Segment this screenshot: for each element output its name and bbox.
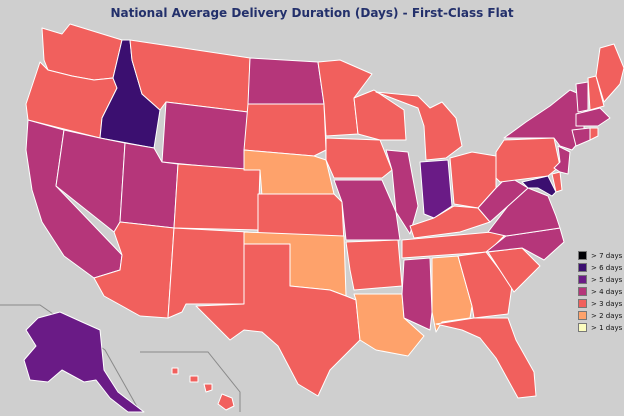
state-RI[interactable] (589, 127, 599, 141)
state-MO[interactable] (333, 179, 401, 241)
state-AR[interactable] (345, 239, 403, 291)
state-MS[interactable] (401, 257, 433, 331)
state-WI[interactable] (353, 89, 407, 141)
legend-item: > 1 days (578, 322, 624, 333)
legend-item: > 6 days (578, 262, 624, 273)
state-HI-kauai[interactable] (171, 367, 179, 375)
state-IN[interactable] (419, 159, 453, 219)
legend-item: > 7 days (578, 250, 624, 261)
legend-label: > 6 days (591, 263, 623, 272)
state-IA[interactable] (325, 137, 393, 179)
legend-label: > 4 days (591, 287, 623, 296)
state-TX[interactable] (195, 243, 361, 397)
state-PA[interactable] (495, 137, 561, 183)
state-MA[interactable] (575, 107, 611, 127)
legend-label: > 1 days (591, 323, 623, 332)
legend-swatch (578, 311, 587, 320)
state-NJ[interactable] (553, 145, 571, 175)
state-DE[interactable] (551, 171, 563, 193)
state-CO[interactable] (173, 163, 261, 231)
state-IL[interactable] (385, 149, 419, 235)
legend-swatch (578, 275, 587, 284)
state-MI[interactable] (375, 91, 463, 161)
legend-item: > 5 days (578, 274, 624, 285)
legend-item: > 4 days (578, 286, 624, 297)
state-AK[interactable] (23, 311, 145, 413)
state-HI-maui[interactable] (203, 383, 213, 393)
state-VT[interactable] (575, 81, 589, 113)
map-title: National Average Delivery Duration (Days… (110, 6, 514, 20)
legend-item: > 2 days (578, 310, 624, 321)
state-HI-main[interactable] (217, 393, 235, 411)
legend-swatch (578, 323, 587, 332)
legend-item: > 3 days (578, 298, 624, 309)
state-SD[interactable] (243, 103, 327, 157)
legend-swatch (578, 251, 587, 260)
state-MD[interactable] (521, 175, 557, 197)
legend-label: > 7 days (591, 251, 623, 260)
legend-label: > 3 days (591, 299, 623, 308)
legend-label: > 2 days (591, 311, 623, 320)
hawaii-inset-border (140, 351, 241, 412)
state-NH[interactable] (587, 75, 605, 111)
legend-swatch (578, 299, 587, 308)
state-WY[interactable] (161, 101, 249, 171)
legend-label: > 5 days (591, 275, 623, 284)
state-ND[interactable] (247, 57, 325, 105)
legend-swatch (578, 287, 587, 296)
legend: > 7 days > 6 days > 5 days > 4 days > 3 … (578, 250, 624, 334)
state-FL[interactable] (435, 317, 537, 399)
legend-swatch (578, 263, 587, 272)
state-ME[interactable] (595, 43, 624, 103)
state-HI-oahu[interactable] (189, 375, 199, 383)
